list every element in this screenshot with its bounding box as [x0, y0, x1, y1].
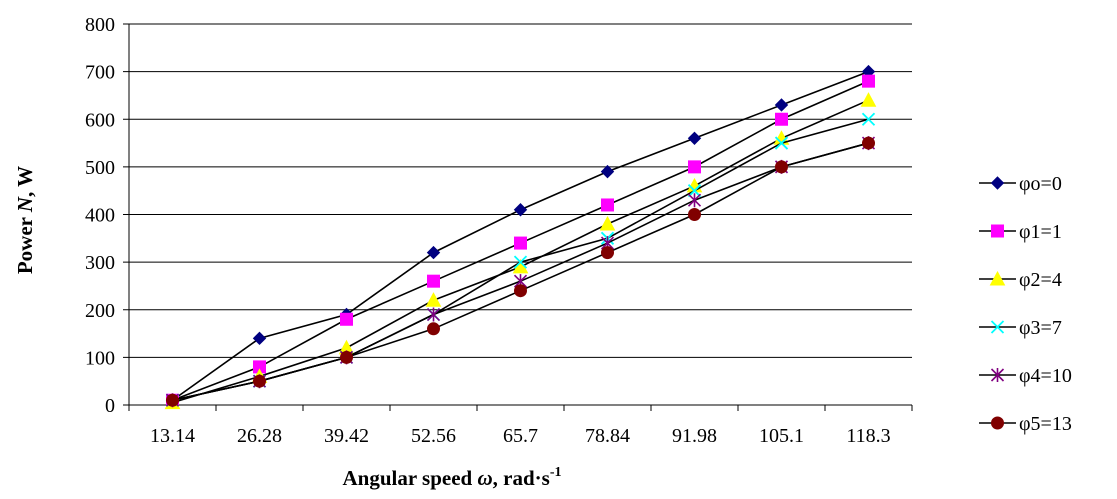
series-line — [172, 70, 869, 401]
data-point — [514, 236, 527, 250]
x-tick-label: 65.7 — [503, 425, 538, 447]
axes — [123, 23, 913, 411]
data-point — [688, 208, 701, 221]
data-point — [688, 160, 701, 174]
series-5 — [166, 136, 875, 407]
legend-marker — [990, 176, 1005, 190]
data-point — [775, 112, 788, 126]
y-tick-label: 100 — [85, 347, 115, 369]
legend-item: φ4=10 — [979, 365, 1072, 387]
legend-marker — [990, 368, 1005, 382]
data-point — [425, 292, 442, 307]
data-point — [426, 307, 441, 322]
legend-item: φ2=4 — [979, 269, 1062, 291]
data-point — [599, 215, 616, 231]
series-1 — [166, 74, 875, 407]
data-point — [860, 92, 877, 107]
legend-label: φ4=10 — [1019, 365, 1072, 387]
series-group — [164, 64, 877, 410]
y-axis-label: Power N, W — [13, 166, 37, 274]
data-point — [427, 322, 440, 336]
data-point — [427, 274, 440, 288]
legend-marker — [989, 270, 1006, 286]
data-point — [774, 136, 789, 150]
x-tick-label: 105.1 — [759, 425, 804, 447]
data-point — [775, 160, 788, 174]
legend-label: φ5=13 — [1019, 413, 1072, 435]
legend-item: φo=0 — [979, 173, 1062, 195]
data-point — [687, 184, 702, 198]
legend-item: φ1=1 — [979, 221, 1062, 243]
legend-item: φ5=13 — [979, 413, 1072, 435]
y-tick-label: 500 — [85, 157, 115, 179]
y-tick-labels: 0 100 200 300 400 500 600 700 800 — [85, 14, 115, 417]
data-point — [862, 136, 875, 150]
y-tick-label: 400 — [85, 205, 115, 227]
data-point — [252, 331, 267, 346]
legend-label: φ2=4 — [1019, 269, 1062, 291]
series-2 — [164, 92, 877, 410]
legend-item: φ3=7 — [979, 317, 1062, 339]
x-tick-label: 26.28 — [237, 425, 282, 447]
y-tick-label: 300 — [85, 252, 115, 274]
data-point — [426, 245, 441, 260]
x-tick-labels: 13.14 26.28 39.42 52.56 65.7 78.84 91.98 105.1 1… — [150, 425, 891, 447]
data-point — [862, 74, 875, 88]
data-point — [514, 284, 527, 298]
legend-marker — [990, 320, 1005, 334]
data-point — [861, 112, 876, 126]
x-tick-label: 118.3 — [846, 425, 890, 447]
legend-label: φo=0 — [1019, 173, 1062, 195]
grid-lines — [129, 23, 912, 358]
data-point — [340, 350, 353, 364]
data-point — [687, 193, 702, 208]
data-point — [774, 98, 789, 112]
data-point — [601, 246, 614, 260]
legend-marker — [991, 416, 1004, 430]
x-tick-label: 13.14 — [150, 425, 195, 447]
data-point — [687, 131, 702, 146]
data-point — [166, 393, 179, 407]
legend: φo=0 φ1=1 φ2=4 φ3=7 φ4=10 φ5=13 — [979, 173, 1072, 435]
series-0 — [165, 64, 876, 407]
x-tick-label: 39.42 — [324, 425, 369, 447]
x-tick-label: 91.98 — [672, 425, 717, 447]
legend-label: φ1=1 — [1019, 221, 1062, 243]
y-tick-label: 800 — [85, 14, 115, 36]
x-tick-label: 52.56 — [411, 425, 456, 447]
x-tick-label: 78.84 — [585, 425, 630, 447]
data-point — [340, 312, 353, 326]
y-tick-label: 200 — [85, 300, 115, 322]
data-point — [513, 203, 528, 217]
x-axis-label: Angular speed ω, rad·s-1 — [342, 465, 561, 490]
y-tick-label: 600 — [85, 109, 115, 131]
data-point — [601, 198, 614, 212]
data-point — [253, 374, 266, 388]
legend-marker — [991, 224, 1004, 238]
y-tick-label: 700 — [85, 62, 115, 84]
y-tick-label: 0 — [105, 395, 115, 417]
data-point — [600, 164, 615, 179]
legend-label: φ3=7 — [1019, 317, 1062, 339]
data-point — [513, 255, 528, 269]
